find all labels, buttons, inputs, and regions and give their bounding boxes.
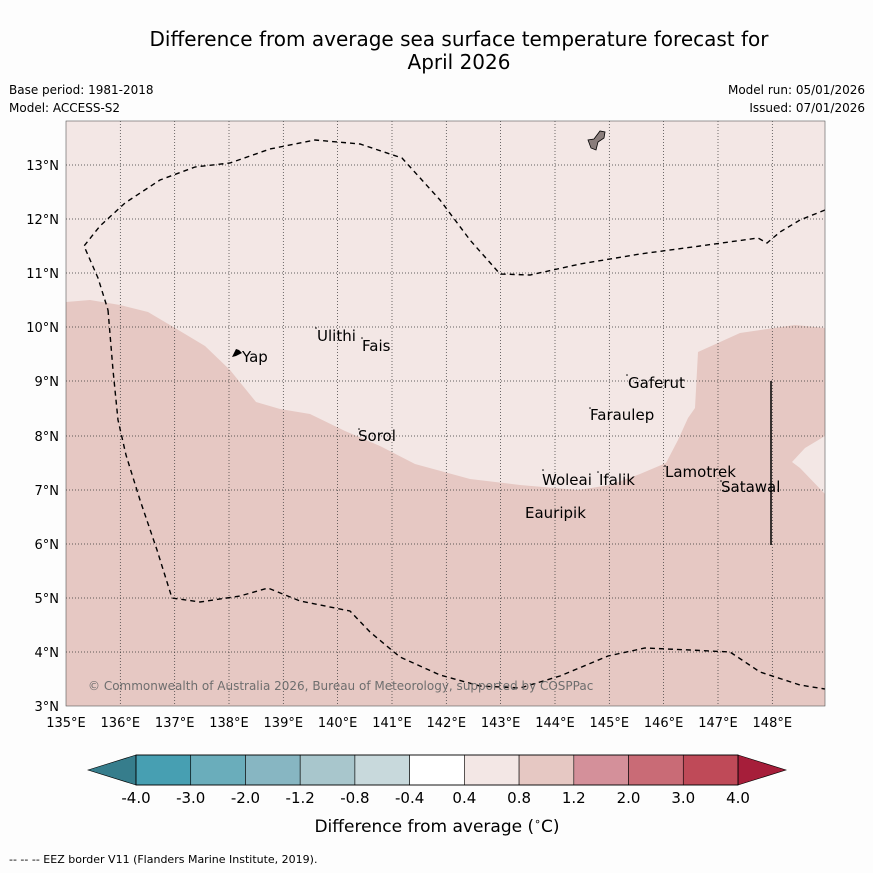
colorbar: -4.0 -3.0 -2.0 -1.2 -0.8 -0.4 0.4 0.8 1.2 2.0 3.0 4…	[86, 754, 788, 837]
colorbar-segment	[409, 754, 465, 786]
anomaly-band-warm	[66, 300, 825, 706]
copyright-notice: © Commonwealth of Australia 2026, Bureau…	[88, 679, 593, 693]
place-label-sorol: Sorol	[358, 427, 396, 445]
lon-label: 141°E	[372, 716, 412, 731]
colorbar-segment	[245, 754, 301, 786]
colorbar-tick-label: -0.8	[340, 789, 369, 807]
place-label-ulithi: Ulithi	[317, 327, 356, 345]
place-label-lamotrek: Lamotrek	[665, 463, 736, 481]
colorbar-tick-label: 2.0	[617, 789, 641, 807]
place-label-satawal: Satawal	[721, 478, 780, 496]
faraulep-island	[589, 407, 591, 409]
place-label-fais: Fais	[362, 337, 391, 355]
title-line-1: Difference from average sea surface temp…	[149, 27, 769, 51]
colorbar-tick-label: -1.2	[286, 789, 315, 807]
colorbar-segment	[354, 754, 410, 786]
lon-label: 136°E	[101, 716, 141, 731]
guam-island	[587, 130, 606, 151]
ulithi-island	[315, 327, 317, 329]
lat-label: 8°N	[35, 430, 60, 445]
colorbar-tick-label: 3.0	[671, 789, 695, 807]
satawal-island	[720, 480, 722, 482]
eez-border-guam	[83, 139, 825, 311]
lon-label: 137°E	[155, 716, 195, 731]
colorbar-segment	[518, 754, 575, 786]
chart-title: Difference from average sea surface temp…	[0, 28, 873, 74]
colorbar-segment	[299, 754, 356, 786]
lat-label: 7°N	[35, 484, 60, 499]
lon-label: 138°E	[209, 716, 249, 731]
base-period: Base period: 1981-2018	[9, 83, 154, 97]
title-line-2: April 2026	[407, 50, 511, 74]
lat-label: 13°N	[26, 159, 59, 174]
colorbar-segment	[682, 754, 739, 786]
colorbar-axis-label: Difference from average (∘C)	[314, 815, 559, 837]
place-label-woleai: Woleai	[542, 471, 592, 489]
lon-label: 146°E	[644, 716, 684, 731]
colorbar-tick-label: -2.0	[231, 789, 260, 807]
colorbar-extend-low	[86, 754, 137, 786]
yap-island	[232, 349, 242, 357]
lon-label: 148°E	[753, 716, 793, 731]
lat-label: 9°N	[35, 375, 60, 390]
ifalik-island	[597, 471, 599, 473]
lat-label: 12°N	[26, 213, 59, 228]
map-frame	[65, 120, 826, 707]
lon-label: 142°E	[427, 716, 467, 731]
fais-island	[361, 337, 363, 339]
colorbar-tick-label: -3.0	[176, 789, 205, 807]
lat-label: 6°N	[35, 538, 60, 553]
place-label-gaferut: Gaferut	[628, 374, 685, 392]
woleai-island	[542, 469, 544, 471]
eez-footnote: -- -- -- EEZ border V11 (Flanders Marine…	[9, 853, 318, 866]
colorbar-tick-label: 4.0	[726, 789, 750, 807]
colorbar-segment	[573, 754, 629, 786]
lon-label: 147°E	[698, 716, 738, 731]
metadata-right: Model run: 05/01/2026 Issued: 07/01/2026	[728, 81, 865, 117]
lat-label: 4°N	[35, 646, 60, 661]
colorbar-tick-label: -0.4	[395, 789, 424, 807]
unit-celsius: C)	[541, 817, 560, 837]
colorbar-tick-label: 1.2	[562, 789, 586, 807]
lon-label: 140°E	[318, 716, 358, 731]
colorbar-tick-label: 0.8	[507, 789, 531, 807]
colorbar-frame	[135, 754, 739, 786]
colorbar-segment	[464, 754, 520, 786]
model-run: Model run: 05/01/2026	[727, 83, 865, 97]
lat-label: 10°N	[26, 321, 59, 336]
lat-label: 5°N	[35, 592, 60, 607]
issued-date: Issued: 07/01/2026	[749, 101, 865, 115]
lon-label: 143°E	[481, 716, 521, 731]
model-name: Model: ACCESS-S2	[9, 101, 121, 115]
place-label-yap: Yap	[241, 348, 268, 366]
colorbar-segment	[135, 754, 192, 786]
colorbar-label-text: Difference from average (	[314, 817, 534, 837]
sorol-island	[358, 428, 360, 430]
eez-border-fsm-palau	[107, 309, 825, 690]
colorbar-tick-label: 0.4	[452, 789, 476, 807]
gridlines	[66, 121, 825, 706]
place-label-faraulep: Faraulep	[590, 406, 654, 424]
colorbar-segment	[628, 754, 684, 786]
place-label-eauripik: Eauripik	[525, 504, 586, 522]
place-label-ifalik: Ifalik	[599, 471, 635, 489]
degree-symbol: ∘	[534, 815, 541, 828]
lon-label: 139°E	[264, 716, 304, 731]
metadata-left: Base period: 1981-2018 Model: ACCESS-S2	[9, 81, 154, 117]
colorbar-extend-high	[737, 754, 788, 786]
lon-label: 145°E	[590, 716, 630, 731]
lon-label: 135°E	[46, 716, 86, 731]
colorbar-tick-label: -4.0	[121, 789, 150, 807]
lon-label: 144°E	[535, 716, 575, 731]
lamotrek-island	[664, 465, 666, 467]
lat-label: 11°N	[26, 267, 59, 282]
colorbar-segment	[190, 754, 246, 786]
eez-borders	[83, 139, 825, 690]
gaferut-island	[626, 374, 628, 376]
lat-label: 3°N	[35, 700, 60, 715]
